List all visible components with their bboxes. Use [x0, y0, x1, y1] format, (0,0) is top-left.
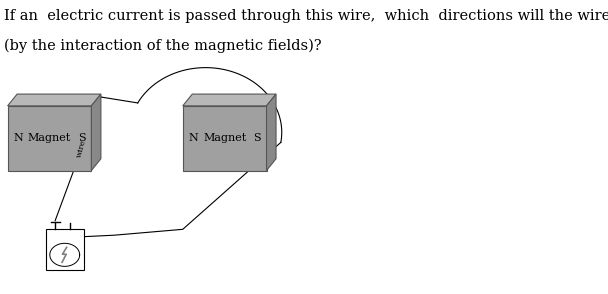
Polygon shape	[266, 94, 276, 171]
Polygon shape	[91, 94, 101, 171]
Polygon shape	[46, 229, 84, 270]
Text: N: N	[13, 133, 23, 143]
Text: wire: wire	[75, 139, 88, 159]
Text: (by the interaction of the magnetic fields)?: (by the interaction of the magnetic fiel…	[4, 38, 322, 53]
Text: Magnet: Magnet	[28, 133, 71, 143]
Text: S: S	[78, 133, 86, 143]
Polygon shape	[183, 94, 276, 106]
Polygon shape	[8, 106, 91, 171]
Text: Magnet: Magnet	[203, 133, 246, 143]
Polygon shape	[183, 106, 266, 171]
Text: N: N	[188, 133, 198, 143]
Text: If an  electric current is passed through this wire,  which  directions will the: If an electric current is passed through…	[4, 9, 608, 23]
Polygon shape	[8, 94, 101, 106]
Text: S: S	[253, 133, 261, 143]
